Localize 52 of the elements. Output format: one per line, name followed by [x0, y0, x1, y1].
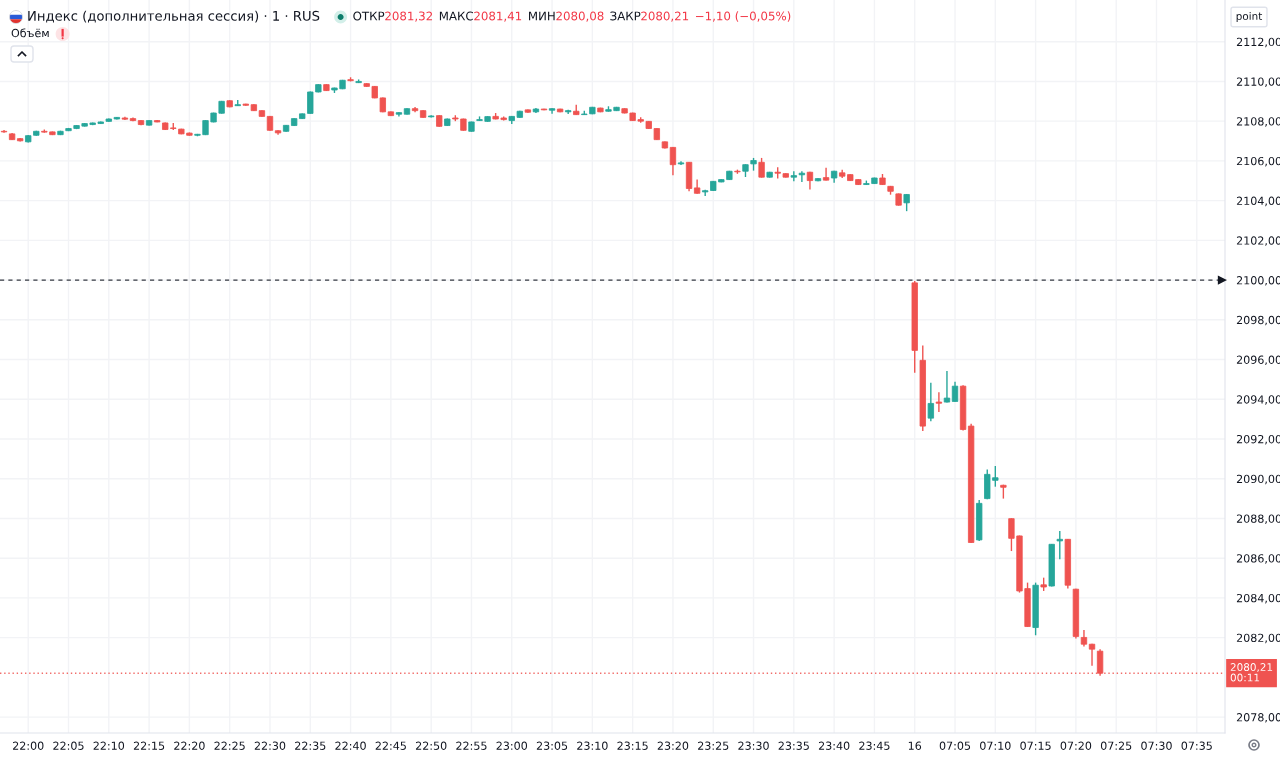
x-tick-label: 07:20: [1060, 741, 1092, 750]
annotation: МАКС: [439, 11, 473, 21]
x-tick-label: 16: [908, 741, 922, 750]
x-tick-label: 07:25: [1100, 741, 1132, 750]
annotation: 2080,08: [556, 11, 604, 22]
x-tick-label: 23:30: [738, 741, 769, 750]
x-tick-label: 22:25: [214, 741, 245, 750]
candlestick: [1056, 530, 1063, 560]
x-tick-label: 07:05: [939, 741, 971, 750]
annotation: −1,10 (−0,05%): [696, 11, 791, 22]
x-tick-label: 23:35: [778, 741, 809, 750]
annotation: МИН: [529, 11, 555, 21]
x-tick-label: 22:10: [93, 741, 125, 750]
x-tick-label: 22:35: [295, 741, 326, 750]
annotation: ЗАКР: [610, 11, 641, 21]
x-tick-label: 22:15: [133, 741, 165, 750]
x-tick-label: 23:45: [859, 741, 890, 750]
annotation: 2081,41: [474, 11, 522, 22]
x-tick-label: 23:00: [496, 741, 528, 750]
x-tick-label: 22:30: [254, 741, 286, 750]
candlestick: [927, 382, 934, 422]
candlestick: [935, 391, 943, 413]
x-tick-label: 23:20: [657, 741, 689, 750]
annotation: 2080,21: [641, 11, 689, 22]
x-tick-label: 22:55: [456, 741, 487, 750]
annotation: ОТКР: [353, 11, 385, 21]
text: point: [1236, 11, 1263, 23]
x-tick-label: 07:35: [1181, 741, 1212, 750]
x-tick-label: 22:20: [174, 741, 205, 750]
x-tick-label: 23:25: [698, 741, 729, 750]
x-tick-label: 22:50: [415, 741, 447, 750]
x-tick-label: 07:30: [1141, 741, 1172, 750]
ref-line-label: 2080,21 00:11: [1230, 663, 1273, 682]
x-tick-label: 22:40: [335, 741, 366, 750]
annotation: Объём: [11, 28, 49, 38]
text: Индекс (дополнительная сессия) · 1 · RUS: [28, 10, 320, 23]
candlestick: [669, 146, 677, 176]
x-tick-label: 22:00: [13, 741, 44, 750]
candlestick: [951, 381, 959, 403]
x-tick-label: 22:45: [375, 741, 406, 750]
candlestick: [943, 370, 951, 404]
candlestick: [822, 167, 830, 182]
x-tick-label: 07:15: [1020, 741, 1051, 750]
annotation: 2081,32: [385, 11, 433, 22]
x-tick-label: 23:15: [617, 741, 648, 750]
x-tick-label: 23:05: [536, 741, 568, 750]
x-tick-label: 23:40: [818, 741, 850, 750]
candlestick: [758, 157, 765, 179]
candlestick: [790, 170, 797, 183]
x-tick-label: 22:05: [53, 741, 84, 750]
x-tick-label: 23:10: [577, 741, 608, 750]
x-tick-label: 07:10: [980, 741, 1011, 750]
